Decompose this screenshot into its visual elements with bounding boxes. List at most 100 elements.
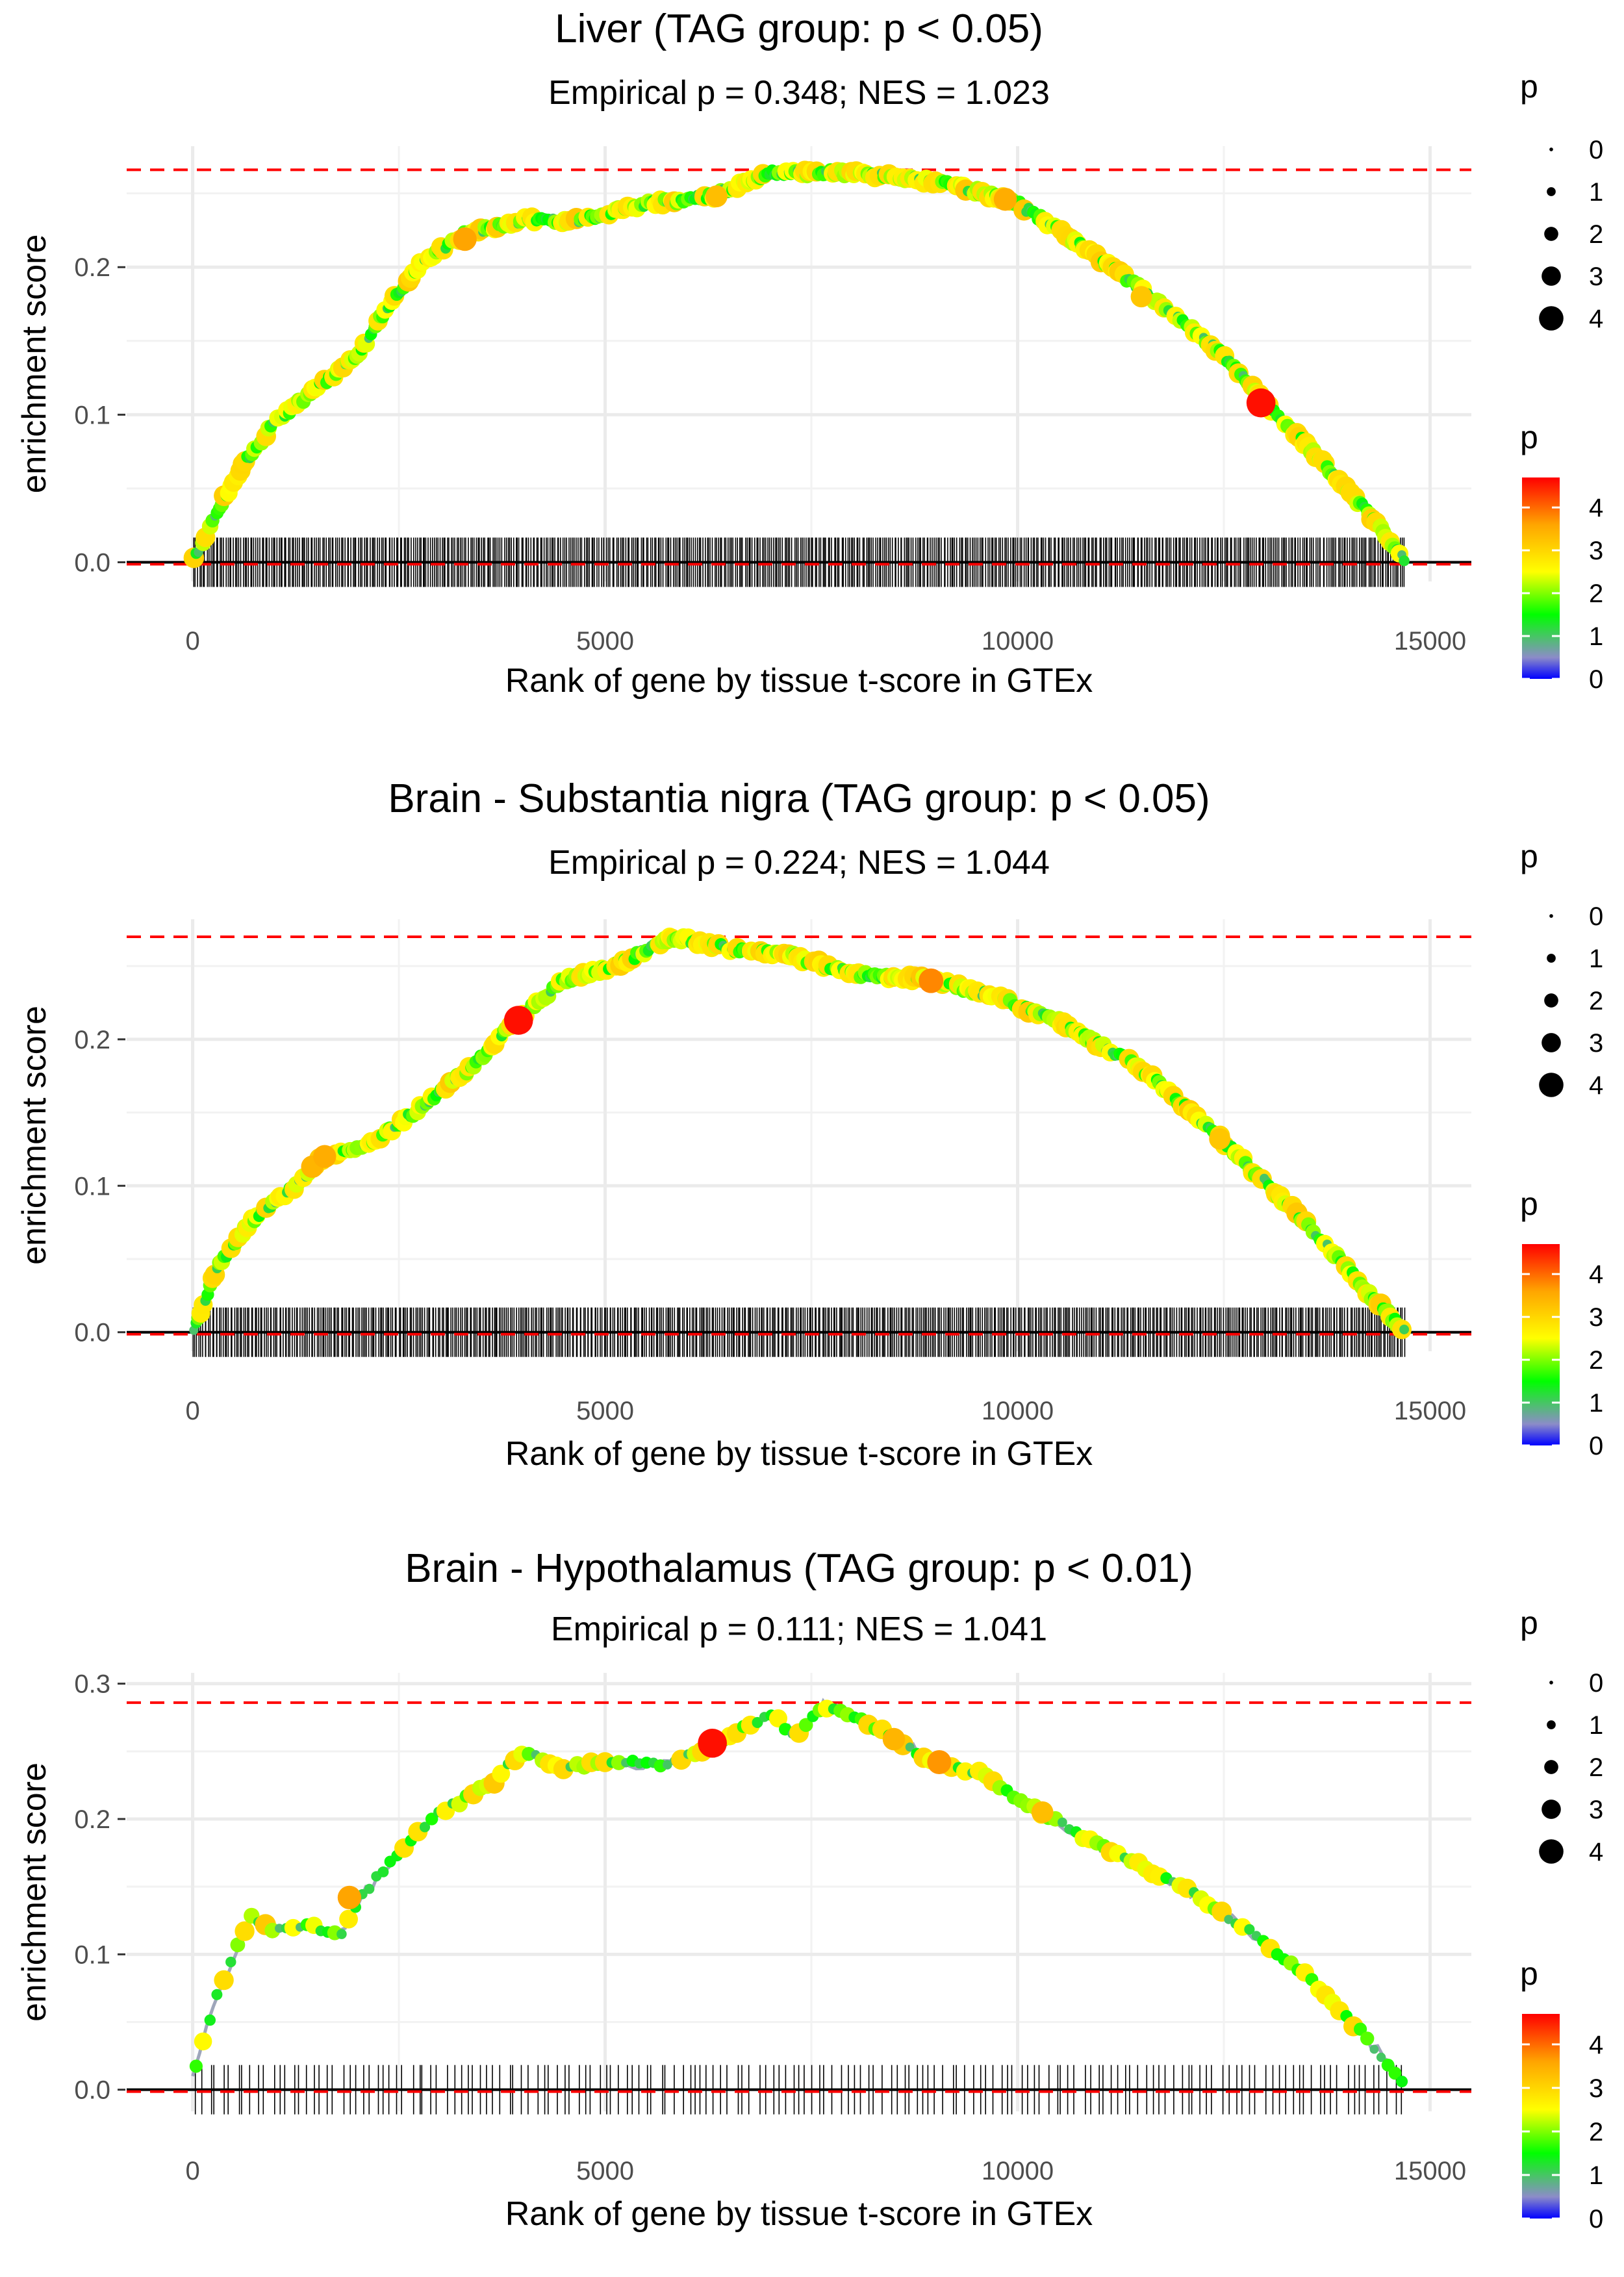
highlight-point: [1209, 1128, 1231, 1150]
color-legend-label: 0: [1589, 1432, 1603, 1460]
data-point: [1058, 1817, 1067, 1827]
y-tick-label: 0.2: [74, 1805, 110, 1834]
highlight-point: [698, 1729, 727, 1758]
highlight-point: [1246, 388, 1276, 418]
size-legend-label: 0: [1589, 1669, 1603, 1698]
y-tick-label: 0.2: [74, 1026, 110, 1054]
y-tick-label: 0.1: [74, 1940, 110, 1969]
panel-subtitle: Empirical p = 0.111; NES = 1.041: [551, 1610, 1047, 1648]
data-point: [1399, 555, 1410, 566]
x-tick-label: 5000: [576, 2157, 634, 2185]
x-tick-label: 10000: [982, 627, 1054, 655]
size-legend-label: 3: [1589, 262, 1603, 291]
size-legend-dot: [1547, 1720, 1556, 1729]
data-point: [663, 1760, 672, 1770]
size-legend-dot: [1547, 187, 1556, 196]
data-point: [284, 1918, 302, 1937]
size-legend-dot: [1549, 914, 1553, 918]
data-point: [364, 1883, 375, 1894]
y-tick-label: 0.2: [74, 253, 110, 282]
panel-3: Brain - Hypothalamus (TAG group: p < 0.0…: [16, 1546, 1471, 2233]
size-legend-dot: [1544, 227, 1558, 241]
y-tick-label: 0.0: [74, 2076, 110, 2105]
color-legend-title: p: [1520, 419, 1538, 455]
highlight-point: [1130, 286, 1152, 308]
size-legend-dot: [1539, 1073, 1564, 1097]
highlight-point: [453, 227, 477, 251]
color-legend-label: 3: [1589, 1303, 1603, 1332]
size-legend-dot: [1542, 1033, 1561, 1052]
x-axis-label: Rank of gene by tissue t-score in GTEx: [505, 2195, 1093, 2233]
y-tick-label: 0.0: [74, 1319, 110, 1347]
y-axis-label: enrichment score: [16, 1762, 53, 2022]
enrichment-points: [189, 1699, 1408, 2088]
highlight-point: [705, 185, 728, 208]
data-point: [1396, 2076, 1408, 2088]
data-point: [1376, 2052, 1386, 2062]
size-legend-label: 2: [1589, 987, 1603, 1015]
y-axis-label: enrichment score: [16, 235, 53, 494]
data-point: [1354, 2022, 1367, 2036]
size-legend-label: 2: [1589, 1753, 1603, 1782]
size-legend-label: 4: [1589, 1071, 1603, 1100]
panel-2: Brain - Substantia nigra (TAG group: p <…: [16, 776, 1471, 1473]
size-legend-title: p: [1520, 838, 1538, 874]
data-point: [419, 1822, 431, 1833]
data-point: [611, 1755, 627, 1770]
data-point: [339, 1909, 358, 1929]
highlight-point: [503, 1006, 533, 1035]
size-legend-dot: [1542, 1800, 1561, 1819]
data-point: [798, 1718, 813, 1733]
highlight-point: [337, 1885, 362, 1909]
color-legend-bar: [1522, 2014, 1560, 2219]
highlight-point: [882, 1727, 906, 1751]
x-tick-label: 5000: [576, 1397, 634, 1425]
size-legend-label: 0: [1589, 136, 1603, 164]
x-tick-label: 0: [185, 627, 199, 655]
x-axis-label: Rank of gene by tissue t-score in GTEx: [505, 662, 1093, 700]
color-legend-label: 0: [1589, 2205, 1603, 2233]
highlight-point: [919, 968, 944, 993]
color-legend-label: 2: [1589, 2118, 1603, 2146]
y-axis-label: enrichment score: [16, 1006, 53, 1265]
data-point: [230, 1937, 246, 1953]
data-point: [1369, 2044, 1379, 2054]
size-legend-dot: [1542, 266, 1561, 286]
x-tick-label: 0: [185, 1397, 199, 1425]
data-point: [492, 1764, 511, 1783]
data-point: [204, 2014, 216, 2026]
x-tick-label: 15000: [1394, 2157, 1466, 2185]
color-legend-label: 2: [1589, 579, 1603, 608]
data-point: [189, 2059, 203, 2073]
color-legend-bar: [1522, 477, 1560, 679]
data-point: [1399, 1325, 1410, 1334]
color-legend-label: 0: [1589, 665, 1603, 694]
data-point: [211, 1989, 223, 2000]
size-legend-dot: [1549, 1681, 1553, 1685]
enrichment-points: [189, 927, 1412, 1340]
data-point: [235, 1921, 255, 1941]
y-tick-label: 0.1: [74, 1172, 110, 1201]
data-point: [1244, 1924, 1255, 1935]
size-legend-label: 4: [1589, 1838, 1603, 1866]
panel-subtitle: Empirical p = 0.348; NES = 1.023: [548, 74, 1050, 112]
size-legend-dot: [1544, 1760, 1558, 1774]
data-point: [905, 1742, 915, 1752]
data-point: [336, 1929, 347, 1939]
legend-1: p 0 1 2 3 4 p 0 1 2 3 4: [1520, 68, 1603, 694]
size-legend-title: p: [1520, 68, 1538, 105]
panel-subtitle: Empirical p = 0.224; NES = 1.044: [548, 844, 1050, 882]
highlight-point: [1031, 1801, 1054, 1824]
size-legend-dot: [1539, 306, 1564, 331]
color-legend-title: p: [1520, 1186, 1538, 1222]
panel-title: Brain - Hypothalamus (TAG group: p < 0.0…: [405, 1546, 1193, 1591]
panel-title: Brain - Substantia nigra (TAG group: p <…: [388, 776, 1210, 821]
color-legend-label: 1: [1589, 622, 1603, 651]
color-legend-label: 4: [1589, 2031, 1603, 2059]
data-point: [1360, 2031, 1375, 2046]
size-legend-label: 1: [1589, 945, 1603, 973]
enrichment-points: [183, 160, 1410, 568]
y-tick-label: 0.3: [74, 1670, 110, 1699]
